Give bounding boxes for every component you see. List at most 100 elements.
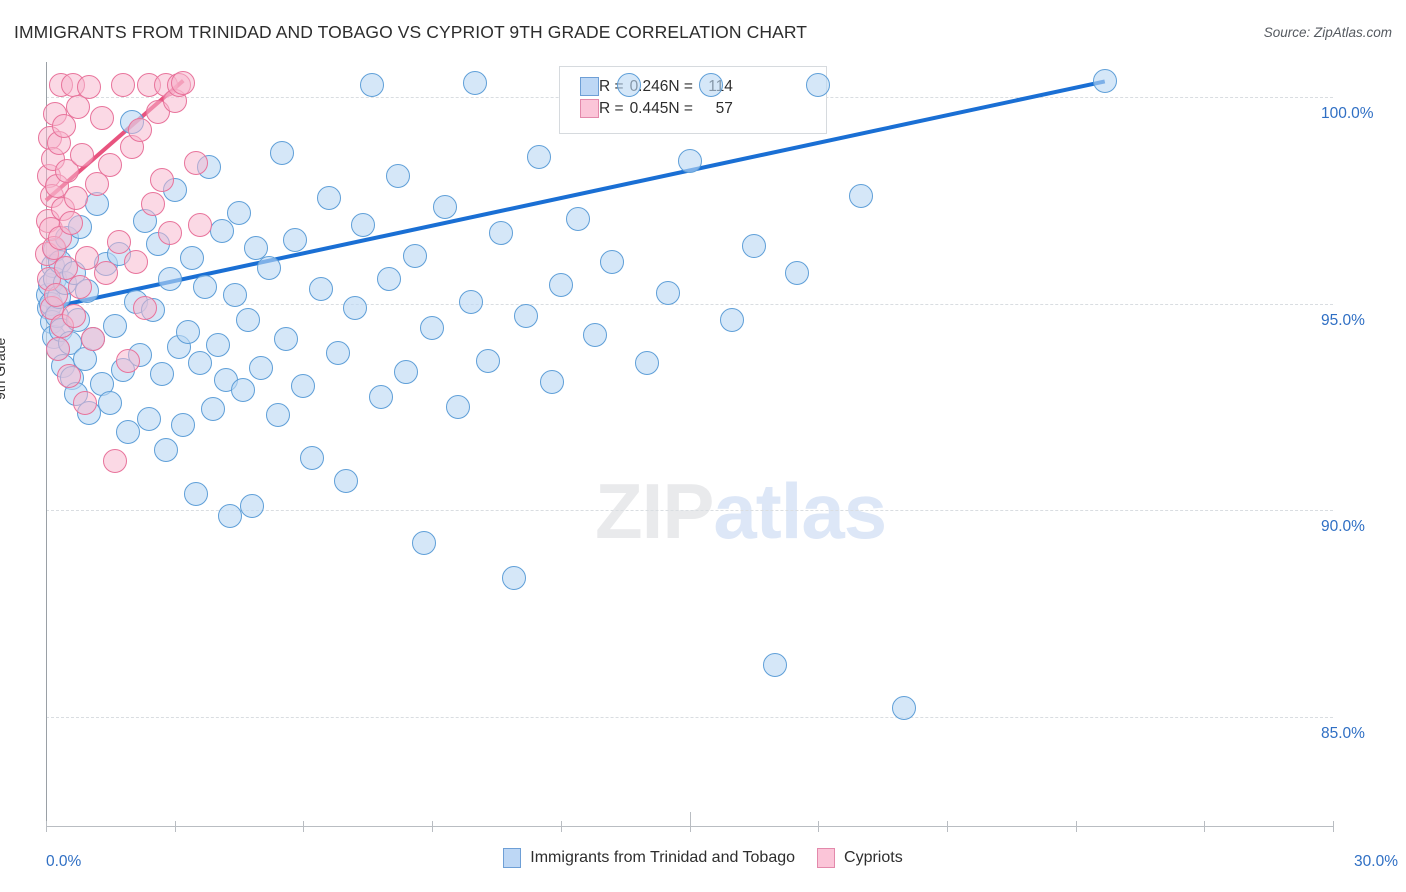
scatter-point[interactable] bbox=[115, 349, 140, 374]
scatter-point[interactable] bbox=[634, 351, 659, 376]
scatter-point[interactable] bbox=[892, 696, 916, 721]
scatter-point[interactable] bbox=[102, 314, 127, 339]
scatter-point[interactable] bbox=[158, 221, 183, 246]
scatter-point[interactable] bbox=[806, 72, 831, 97]
scatter-point[interactable] bbox=[385, 163, 410, 188]
scatter-point[interactable] bbox=[458, 289, 483, 314]
scatter-point[interactable] bbox=[111, 72, 136, 97]
scatter-point[interactable] bbox=[463, 70, 487, 95]
scatter-point[interactable] bbox=[188, 351, 213, 376]
scatter-point[interactable] bbox=[325, 341, 350, 366]
scatter-point[interactable] bbox=[128, 118, 153, 143]
scatter-point[interactable] bbox=[235, 308, 260, 333]
scatter-point[interactable] bbox=[784, 260, 809, 285]
scatter-point[interactable] bbox=[565, 206, 590, 231]
scatter-point[interactable] bbox=[239, 493, 264, 518]
scatter-point[interactable] bbox=[308, 277, 333, 302]
scatter-point[interactable] bbox=[52, 114, 77, 138]
scatter-point[interactable] bbox=[527, 144, 552, 169]
scatter-point[interactable] bbox=[360, 72, 385, 97]
scatter-point[interactable] bbox=[763, 652, 788, 677]
scatter-point[interactable] bbox=[698, 72, 723, 97]
scatter-point[interactable] bbox=[158, 266, 183, 291]
scatter-point[interactable] bbox=[274, 326, 299, 351]
scatter-point[interactable] bbox=[514, 303, 539, 328]
scatter-point[interactable] bbox=[141, 192, 166, 217]
scatter-point[interactable] bbox=[720, 308, 745, 333]
scatter-point[interactable] bbox=[85, 192, 110, 217]
scatter-point[interactable] bbox=[475, 349, 500, 374]
scatter-point[interactable] bbox=[282, 227, 307, 252]
scatter-point[interactable] bbox=[342, 295, 367, 320]
scatter-point[interactable] bbox=[106, 229, 131, 254]
scatter-point[interactable] bbox=[257, 256, 282, 281]
scatter-point[interactable] bbox=[411, 531, 436, 556]
scatter-point[interactable] bbox=[269, 140, 294, 165]
scatter-point[interactable] bbox=[849, 184, 874, 209]
scatter-point[interactable] bbox=[334, 469, 359, 494]
scatter-point[interactable] bbox=[299, 446, 324, 471]
scatter-point[interactable] bbox=[62, 303, 87, 328]
scatter-point[interactable] bbox=[317, 186, 342, 211]
scatter-point[interactable] bbox=[377, 266, 402, 291]
scatter-point[interactable] bbox=[394, 359, 419, 384]
scatter-point[interactable] bbox=[201, 396, 226, 421]
scatter-point[interactable] bbox=[265, 403, 290, 428]
scatter-point[interactable] bbox=[76, 74, 101, 99]
scatter-point[interactable] bbox=[94, 260, 119, 285]
scatter-point[interactable] bbox=[43, 283, 68, 308]
scatter-point[interactable] bbox=[432, 194, 457, 219]
scatter-point[interactable] bbox=[244, 235, 269, 260]
scatter-point[interactable] bbox=[501, 566, 526, 591]
scatter-point[interactable] bbox=[98, 390, 123, 415]
scatter-point[interactable] bbox=[154, 438, 179, 463]
scatter-point[interactable] bbox=[192, 275, 217, 300]
scatter-point[interactable] bbox=[420, 316, 445, 341]
scatter-point[interactable] bbox=[136, 407, 161, 432]
scatter-point[interactable] bbox=[66, 95, 91, 120]
scatter-point[interactable] bbox=[68, 275, 93, 300]
scatter-point[interactable] bbox=[85, 171, 110, 196]
scatter-point[interactable] bbox=[291, 374, 316, 399]
scatter-point[interactable] bbox=[171, 70, 196, 95]
scatter-point[interactable] bbox=[89, 105, 114, 130]
scatter-point[interactable] bbox=[1092, 68, 1117, 93]
scatter-point[interactable] bbox=[188, 213, 213, 238]
scatter-point[interactable] bbox=[656, 281, 681, 306]
scatter-point[interactable] bbox=[124, 250, 149, 275]
scatter-point[interactable] bbox=[70, 142, 95, 167]
scatter-point[interactable] bbox=[58, 211, 83, 236]
scatter-point[interactable] bbox=[248, 355, 273, 380]
scatter-point[interactable] bbox=[115, 419, 140, 444]
scatter-point[interactable] bbox=[218, 504, 243, 529]
scatter-point[interactable] bbox=[209, 219, 234, 244]
scatter-point[interactable] bbox=[64, 186, 89, 211]
scatter-point[interactable] bbox=[617, 72, 642, 97]
scatter-point[interactable] bbox=[351, 213, 376, 238]
scatter-point[interactable] bbox=[47, 225, 72, 250]
scatter-point[interactable] bbox=[179, 246, 204, 271]
scatter-point[interactable] bbox=[402, 244, 427, 269]
scatter-point[interactable] bbox=[205, 332, 230, 357]
scatter-point[interactable] bbox=[149, 361, 174, 386]
scatter-point[interactable] bbox=[175, 320, 200, 345]
scatter-point[interactable] bbox=[98, 153, 123, 178]
legend-item-immigrants[interactable]: Immigrants from Trinidad and Tobago bbox=[503, 848, 795, 868]
scatter-point[interactable] bbox=[132, 295, 157, 320]
scatter-point[interactable] bbox=[171, 413, 196, 438]
scatter-point[interactable] bbox=[184, 151, 209, 176]
scatter-point[interactable] bbox=[445, 394, 470, 419]
scatter-point[interactable] bbox=[583, 322, 608, 347]
scatter-point[interactable] bbox=[741, 233, 766, 258]
scatter-point[interactable] bbox=[368, 384, 393, 409]
scatter-point[interactable] bbox=[149, 167, 174, 192]
scatter-point[interactable] bbox=[222, 283, 247, 308]
scatter-point[interactable] bbox=[46, 337, 70, 362]
scatter-point[interactable] bbox=[72, 390, 97, 415]
scatter-point[interactable] bbox=[184, 481, 209, 506]
scatter-point[interactable] bbox=[231, 378, 256, 403]
scatter-point[interactable] bbox=[81, 326, 106, 351]
scatter-point[interactable] bbox=[677, 149, 702, 174]
scatter-point[interactable] bbox=[600, 250, 625, 275]
scatter-point[interactable] bbox=[102, 448, 127, 473]
